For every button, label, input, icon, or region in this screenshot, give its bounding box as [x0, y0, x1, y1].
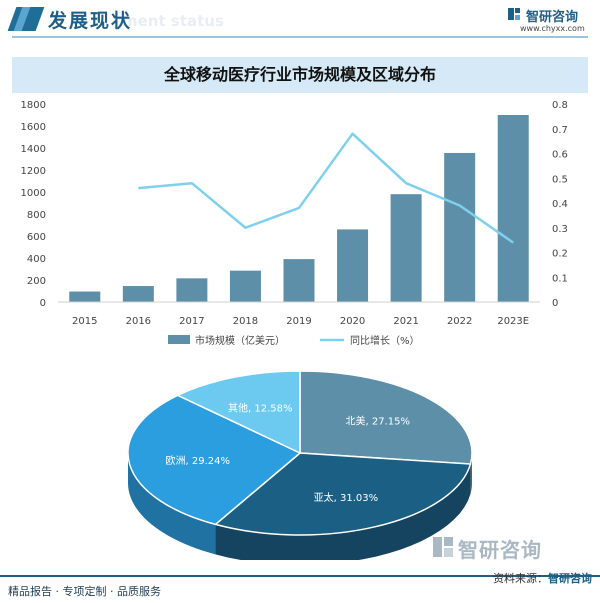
pie-chart: 北美, 27.15% 亚太, 31.03% 欧洲, 29.24% 其他, 12.58%: [127, 370, 473, 560]
footer-divider: [0, 575, 600, 577]
bar: [444, 152, 476, 302]
source-value: 智研咨询: [548, 572, 592, 585]
header-divider: [12, 36, 588, 38]
y-left-tick-label: 1400: [21, 144, 46, 155]
bar: [229, 270, 261, 302]
y-left-tick-label: 1600: [21, 122, 46, 133]
legend-bar-label: 市场规模（亿美元）: [195, 334, 285, 347]
legend-bar-swatch: [168, 335, 190, 344]
logo-url: www.chyxx.com: [520, 24, 585, 33]
page-title: 发展现状: [48, 10, 133, 32]
footer: 精品报告 · 专项定制 · 品质服务: [0, 575, 600, 603]
y-left-tick-label: 1200: [21, 166, 46, 177]
y-left-tick-label: 200: [27, 276, 46, 287]
x-tick-label: 2017: [179, 316, 204, 327]
pie-slice-side: [215, 464, 471, 560]
combo-chart: 0 200 400 600 800 1000 1200 1400 1600 1800 0 0.1 0.2…: [21, 100, 568, 347]
x-tick-label: 2015: [72, 316, 97, 327]
y-right-tick-label: 0.2: [552, 249, 568, 260]
pie-slice-label: 欧洲, 29.24%: [166, 455, 231, 467]
x-tick-label: 2016: [126, 316, 151, 327]
pie-slice-label: 其他, 12.58%: [228, 402, 293, 415]
pie-slice: [176, 370, 301, 455]
pie-slice-side: [128, 453, 216, 555]
y-right-tick-label: 0.6: [552, 150, 568, 161]
y-right-tick-label: 0.5: [552, 174, 568, 185]
y-right-tick-label: 0.1: [552, 273, 568, 284]
x-tick-label: 2019: [286, 316, 311, 327]
x-tick-label: 2018: [233, 316, 258, 327]
watermark-text: 智研咨询: [458, 538, 542, 562]
y-right-tick-label: 0: [552, 298, 558, 309]
pie-slice: [127, 394, 302, 526]
watermark-logo-icon: [433, 537, 453, 557]
pie-slice: [299, 370, 473, 465]
x-tick-label: 2021: [393, 316, 418, 327]
pie-slice-label: 北美, 27.15%: [345, 415, 410, 428]
x-tick-label: 2023E: [497, 316, 529, 327]
chart-title: 全球移动医疗行业市场规模及区域分布: [163, 65, 436, 84]
y-right-tick-label: 0.8: [552, 100, 568, 111]
header-ghost-text: ment status: [122, 12, 224, 30]
chart-title-band: [12, 57, 588, 93]
header: ment status 发展现状 智研咨询 www.chyxx.com: [0, 0, 600, 40]
logo-name: 智研咨询: [526, 10, 579, 25]
y-right-tick-label: 0.3: [552, 224, 568, 235]
bar: [69, 291, 101, 302]
growth-line: [138, 132, 514, 244]
pie-slice-label: 亚太, 31.03%: [314, 491, 379, 504]
bar: [497, 115, 529, 302]
bar: [390, 194, 422, 302]
y-left-tick-label: 600: [27, 232, 46, 243]
x-tick-label: 2020: [340, 316, 365, 327]
source-label: 资料来源：: [493, 572, 548, 585]
y-left-tick-label: 0: [40, 298, 46, 309]
bar: [176, 278, 208, 302]
y-left-tick-label: 400: [27, 254, 46, 265]
footer-tagline: 精品报告 · 专项定制 · 品质服务: [8, 585, 161, 598]
source-note: 资料来源：智研咨询: [493, 570, 592, 586]
y-left-tick-label: 1000: [21, 188, 46, 199]
x-tick-label: 2022: [447, 316, 472, 327]
bar: [283, 259, 315, 302]
y-left-tick-label: 1800: [21, 100, 46, 111]
legend-line-label: 同比增长（%）: [350, 334, 420, 347]
y-left-tick-label: 800: [27, 210, 46, 221]
logo-icon: [508, 8, 520, 20]
pie-slice: [213, 452, 472, 536]
bar: [337, 229, 369, 302]
y-right-tick-label: 0.4: [552, 199, 568, 210]
bar: [122, 286, 154, 302]
y-right-tick-label: 0.7: [552, 125, 568, 136]
